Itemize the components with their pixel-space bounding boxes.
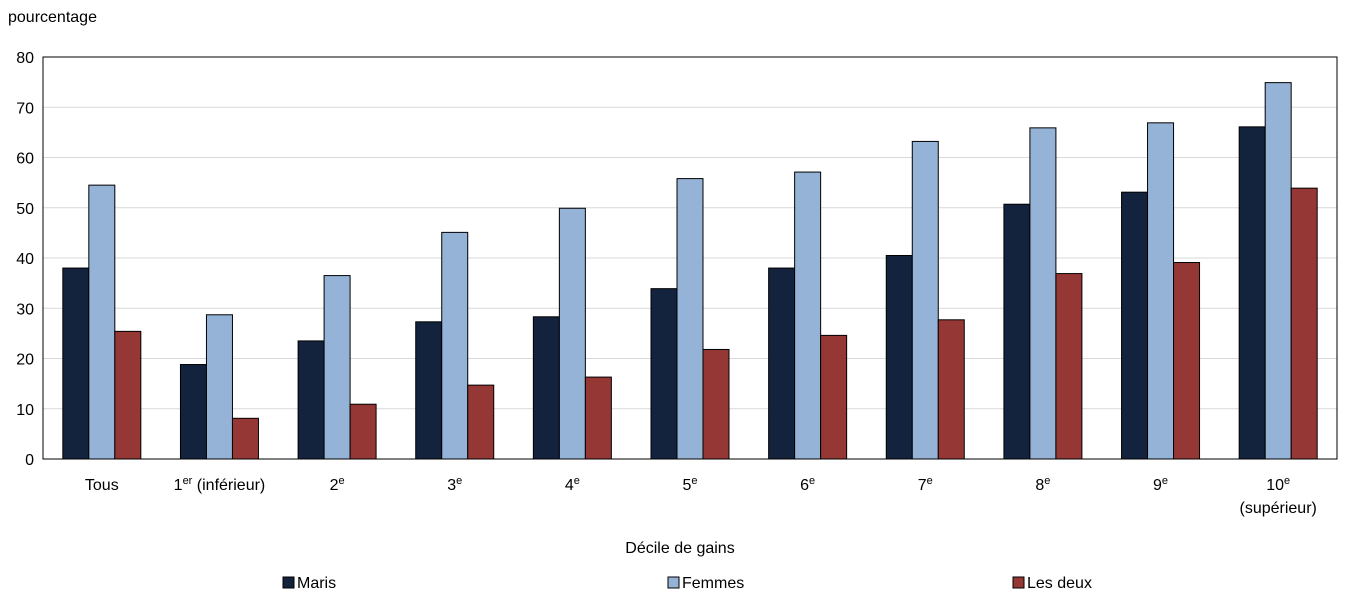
y-tick-label: 60	[16, 151, 34, 168]
legend-label: Maris	[297, 575, 336, 592]
x-tick-label: 2e	[330, 475, 345, 494]
bar-maris	[179, 364, 207, 460]
bars	[62, 82, 1318, 460]
bar-maris	[1121, 191, 1149, 460]
bar-maris	[1238, 126, 1266, 460]
x-tick-label: 10e	[1266, 475, 1290, 494]
bar-maris	[532, 316, 560, 460]
bar-femmes	[558, 207, 586, 460]
y-tick-label: 0	[25, 452, 34, 469]
plot-area-frame	[42, 56, 1338, 460]
y-tick-label: 70	[16, 100, 34, 117]
y-axis-ticks: 0 10 20 30 40 50 60 70 80	[16, 50, 34, 469]
bar-femmes	[441, 231, 469, 460]
bar-femmes	[794, 171, 822, 460]
bar-les-deux	[702, 348, 730, 460]
bar-femmes	[1147, 122, 1175, 460]
x-axis-title: Décile de gains	[625, 540, 734, 557]
bar-maris	[297, 340, 325, 460]
bar-femmes	[911, 140, 939, 460]
legend-label: Les deux	[1027, 575, 1092, 592]
x-tick-label-line2: (supérieur)	[1240, 500, 1317, 517]
bar-les-deux	[349, 403, 377, 460]
bar-femmes	[1264, 82, 1292, 460]
y-tick-label: 40	[16, 251, 34, 268]
x-tick-label: 9e	[1153, 475, 1168, 494]
x-tick-label: 6e	[800, 475, 815, 494]
y-tick-label: 50	[16, 201, 34, 218]
bar-maris	[885, 254, 913, 460]
bar-les-deux	[584, 376, 612, 460]
y-tick-label: 20	[16, 352, 34, 369]
bar-femmes	[1029, 127, 1057, 460]
legend-swatch	[667, 576, 680, 589]
bar-les-deux	[467, 384, 495, 460]
bar-les-deux	[114, 330, 142, 460]
x-tick-label: 8e	[1035, 475, 1050, 494]
bar-les-deux	[1055, 273, 1083, 460]
y-tick-label: 30	[16, 301, 34, 318]
legend: Maris Femmes Les deux	[282, 575, 1092, 592]
x-tick-label: 1er (inférieur)	[174, 475, 266, 494]
bar-femmes	[88, 184, 116, 460]
y-tick-label: 10	[16, 402, 34, 419]
y-axis-title: pourcentage	[8, 9, 97, 26]
x-tick-label: 3e	[447, 475, 462, 494]
x-tick-label: 4e	[565, 475, 580, 494]
legend-label: Femmes	[682, 575, 744, 592]
bar-maris	[415, 321, 443, 460]
bar-les-deux	[820, 334, 848, 460]
bar-femmes	[205, 314, 233, 460]
x-tick-label: 5e	[682, 475, 697, 494]
bar-les-deux	[937, 319, 965, 460]
bar-maris	[1003, 203, 1031, 460]
bar-femmes	[323, 275, 351, 460]
bar-maris	[62, 267, 90, 460]
y-tick-label: 80	[16, 50, 34, 67]
x-tick-label: 7e	[918, 475, 933, 494]
bar-maris	[768, 267, 796, 460]
bar-femmes	[676, 178, 704, 460]
legend-swatch	[1012, 576, 1025, 589]
legend-swatch	[282, 576, 295, 589]
bar-les-deux	[1173, 262, 1201, 460]
bar-les-deux	[231, 417, 259, 460]
bar-maris	[650, 288, 678, 460]
bar-les-deux	[1290, 187, 1318, 460]
x-axis-ticks: Tous 1er (inférieur) 2e 3e 4e 5e 6e 7e 8e 9e 10e (s…	[85, 475, 1317, 517]
x-tick-label: Tous	[85, 477, 119, 494]
